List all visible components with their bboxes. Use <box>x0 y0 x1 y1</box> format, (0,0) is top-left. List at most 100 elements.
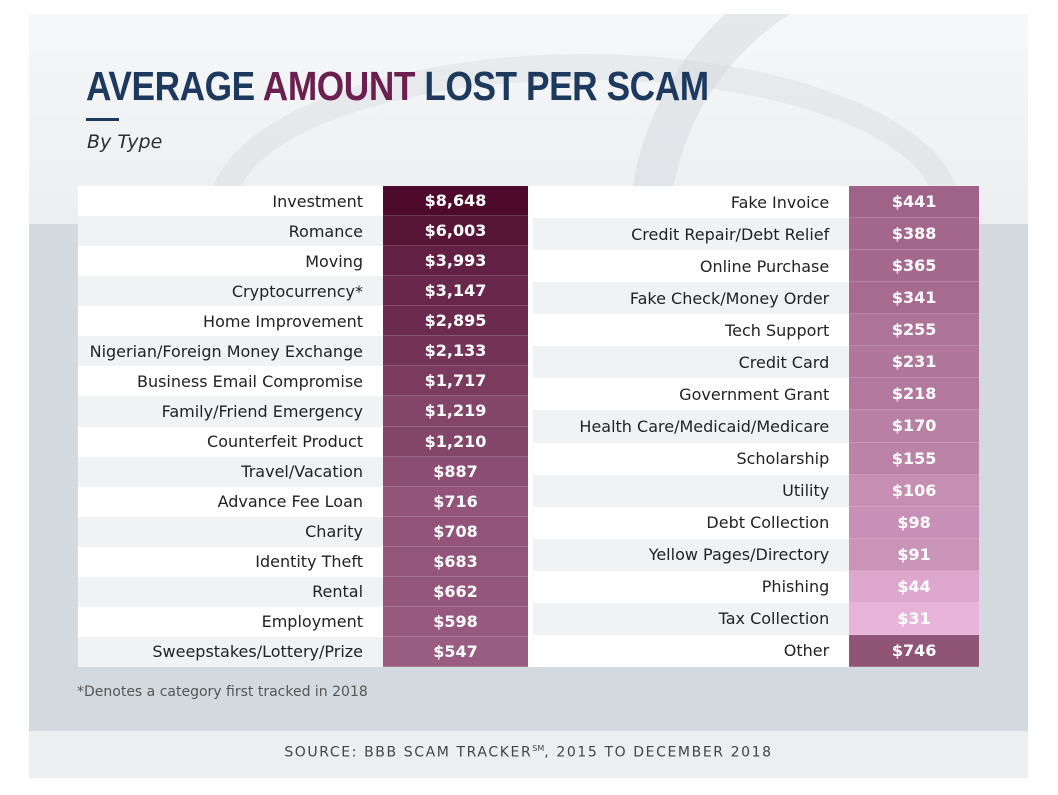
scam-type-label: Fake Check/Money Order <box>629 288 830 308</box>
amount-cell: $598 <box>383 606 528 637</box>
scam-type-label: Online Purchase <box>699 256 830 276</box>
amount-cell: $155 <box>849 442 979 475</box>
scam-type-label: Moving <box>305 251 364 271</box>
table-row-fake-invoice: Fake Invoice $441 <box>533 186 979 219</box>
amount-cell: $887 <box>383 456 528 487</box>
table-row-sweepstakes-lottery-prize: Sweepstakes/Lottery/Prize $547 <box>78 636 528 667</box>
table-row-employment: Employment $598 <box>78 606 528 637</box>
scam-type-label: Government Grant <box>679 384 830 404</box>
scam-type-label: Nigerian/Foreign Money Exchange <box>89 341 364 361</box>
table-row-credit-repair-debt-relief: Credit Repair/Debt Relief $388 <box>533 218 979 251</box>
table-row-counterfeit-product: Counterfeit Product $1,210 <box>78 426 528 457</box>
table-row-moving: Moving $3,993 <box>78 246 528 277</box>
footnote: *Denotes a category first tracked in 201… <box>77 684 368 700</box>
scam-type-label: Health Care/Medicaid/Medicare <box>579 416 830 436</box>
table-row-yellow-pages-directory: Yellow Pages/Directory $91 <box>533 538 979 571</box>
source-prefix: SOURCE: BBB SCAM TRACKER <box>284 744 533 761</box>
chart-title: AVERAGE AMOUNT LOST PER SCAM <box>86 66 709 107</box>
scam-type-label: Other <box>783 641 830 661</box>
amount-cell: $91 <box>849 538 979 571</box>
scam-type-label: Sweepstakes/Lottery/Prize <box>152 642 364 662</box>
amount-cell: $683 <box>383 546 528 577</box>
table-row-government-grant: Government Grant $218 <box>533 378 979 411</box>
amount-cell: $2,895 <box>383 306 528 337</box>
amount-cell: $44 <box>849 570 979 603</box>
amount-cell: $6,003 <box>383 216 528 247</box>
table-row-fake-check-money-order: Fake Check/Money Order $341 <box>533 282 979 315</box>
table-row-tax-collection: Tax Collection $31 <box>533 602 979 635</box>
table-row-tech-support: Tech Support $255 <box>533 314 979 347</box>
scam-type-label: Yellow Pages/Directory <box>648 545 830 565</box>
amount-cell: $441 <box>849 186 979 219</box>
table-row-phishing: Phishing $44 <box>533 570 979 603</box>
scam-type-label: Tax Collection <box>718 609 830 629</box>
scam-type-label: Family/Friend Emergency <box>161 401 364 421</box>
data-table-panel: Investment $8,648 Romance $6,003 Moving $3,99… <box>78 186 979 667</box>
amount-cell: $231 <box>849 346 979 379</box>
scam-type-label: Home Improvement <box>203 311 364 331</box>
table-row-charity: Charity $708 <box>78 516 528 547</box>
scam-type-label: Employment <box>261 612 364 632</box>
title-underline <box>86 118 119 121</box>
service-mark: SM <box>532 744 545 753</box>
amount-cell: $1,210 <box>383 426 528 457</box>
amount-cell: $1,219 <box>383 396 528 427</box>
table-row-romance: Romance $6,003 <box>78 216 528 247</box>
table-row-online-purchase: Online Purchase $365 <box>533 250 979 283</box>
title-word-average: AVERAGE <box>86 63 255 109</box>
table-row-identity-theft: Identity Theft $683 <box>78 546 528 577</box>
amount-cell: $8,648 <box>383 186 528 217</box>
amount-cell: $3,993 <box>383 246 528 277</box>
scam-type-label: Identity Theft <box>255 552 364 572</box>
table-row-scholarship: Scholarship $155 <box>533 442 979 475</box>
infographic-card: AVERAGE AMOUNT LOST PER SCAM By Type Inv… <box>29 14 1028 778</box>
title-words-lost-per-scam: LOST PER SCAM <box>424 63 709 109</box>
scam-type-label: Romance <box>288 221 364 241</box>
chart-subtitle: By Type <box>87 131 163 153</box>
scam-type-label: Charity <box>305 522 364 542</box>
table-row-business-email-compromise: Business Email Compromise $1,717 <box>78 366 528 397</box>
amount-cell: $31 <box>849 602 979 635</box>
scam-type-label: Cryptocurrency* <box>231 281 364 301</box>
amount-cell: $106 <box>849 474 979 507</box>
amount-cell: $388 <box>849 218 979 251</box>
amount-cell: $170 <box>849 410 979 443</box>
scam-type-label: Credit Repair/Debt Relief <box>631 224 830 244</box>
table-row-utility: Utility $106 <box>533 474 979 507</box>
scam-type-label: Tech Support <box>725 320 830 340</box>
table-row-debt-collection: Debt Collection $98 <box>533 506 979 539</box>
amount-cell: $2,133 <box>383 336 528 367</box>
background-footer <box>29 731 1028 778</box>
scam-type-label: Credit Card <box>738 352 830 372</box>
scam-type-label: Fake Invoice <box>730 192 830 212</box>
scam-type-label: Business Email Compromise <box>136 371 364 391</box>
table-row-other: Other $746 <box>533 634 979 667</box>
source-line: SOURCE: BBB SCAM TRACKERSM, 2015 TO DECE… <box>29 744 1028 761</box>
amount-cell: $341 <box>849 282 979 315</box>
amount-cell: $98 <box>849 506 979 539</box>
table-row-nigerian-foreign-money-exchange: Nigerian/Foreign Money Exchange $2,133 <box>78 336 528 367</box>
source-suffix: , 2015 TO DECEMBER 2018 <box>544 744 773 761</box>
table-row-cryptocurrency: Cryptocurrency* $3,147 <box>78 276 528 307</box>
scam-type-label: Phishing <box>761 577 830 597</box>
amount-cell: $662 <box>383 576 528 607</box>
table-row-credit-card: Credit Card $231 <box>533 346 979 379</box>
scam-type-label: Utility <box>782 481 830 501</box>
table-row-investment: Investment $8,648 <box>78 186 528 217</box>
scam-type-label: Counterfeit Product <box>207 432 364 452</box>
scam-type-label: Investment <box>272 191 364 211</box>
amount-cell: $716 <box>383 486 528 517</box>
table-row-travel-vacation: Travel/Vacation $887 <box>78 456 528 487</box>
amount-cell: $218 <box>849 378 979 411</box>
amount-cell: $365 <box>849 250 979 283</box>
amount-cell: $255 <box>849 314 979 347</box>
scam-type-label: Debt Collection <box>706 513 830 533</box>
table-row-family-friend-emergency: Family/Friend Emergency $1,219 <box>78 396 528 427</box>
amount-cell: $708 <box>383 516 528 547</box>
table-row-advance-fee-loan: Advance Fee Loan $716 <box>78 486 528 517</box>
table-row-home-improvement: Home Improvement $2,895 <box>78 306 528 337</box>
scam-type-label: Advance Fee Loan <box>217 492 364 512</box>
table-row-rental: Rental $662 <box>78 576 528 607</box>
scam-type-label: Scholarship <box>736 449 830 469</box>
title-word-amount: AMOUNT <box>262 63 416 109</box>
